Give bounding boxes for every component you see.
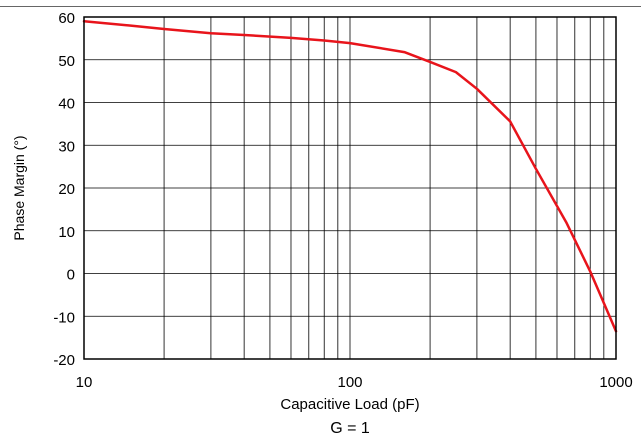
- y-tick-labels: -20 -10 0 10 20 30 40 50 60: [53, 10, 75, 369]
- grid: [84, 16, 616, 360]
- y-tick-label: 10: [58, 224, 75, 241]
- chart-caption: G = 1: [330, 420, 370, 437]
- y-axis-label: Phase Margin (°): [11, 135, 27, 240]
- y-tick-label: 0: [67, 267, 75, 284]
- x-tick-label: 10: [76, 374, 93, 391]
- y-tick-label: -10: [53, 309, 75, 326]
- y-tick-label: 30: [58, 138, 75, 155]
- y-tick-label: 60: [58, 10, 75, 27]
- y-tick-label: 40: [58, 96, 75, 113]
- series-layer: [82, 20, 618, 333]
- x-tick-labels: 10 100 1000: [76, 374, 633, 391]
- plot-frame: [83, 16, 617, 360]
- x-tick-label: 1000: [599, 374, 632, 391]
- y-tick-label: 20: [58, 181, 75, 198]
- y-tick-label: -20: [53, 352, 75, 369]
- phase-margin-line: [82, 20, 618, 333]
- x-axis-label: Capacitive Load (pF): [280, 396, 419, 413]
- y-tick-label: 50: [58, 53, 75, 70]
- x-tick-label: 100: [337, 374, 362, 391]
